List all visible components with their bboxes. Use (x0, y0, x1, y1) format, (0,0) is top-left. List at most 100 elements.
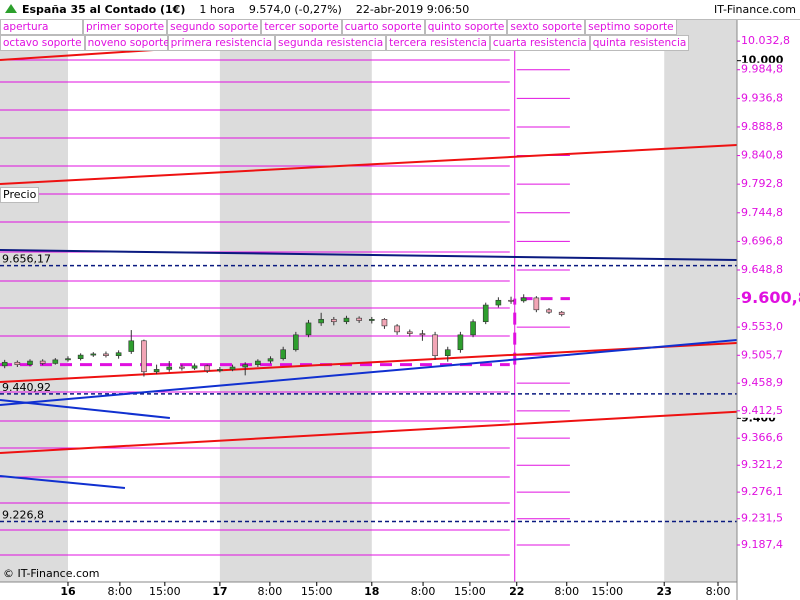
level-label-bg (739, 91, 799, 106)
level-label: 9.458,9 (741, 376, 783, 389)
level-label: 9.648,8 (741, 263, 783, 276)
x-tick-label: 18 (364, 585, 379, 598)
brand: IT-Finance.com (714, 3, 796, 16)
candle-body (65, 358, 71, 361)
level-label: 9.505,7 (741, 348, 783, 361)
level-label: 9.553,0 (741, 320, 783, 333)
level-label-bg (739, 262, 799, 277)
legend-entry: segunda resistencia (275, 35, 387, 51)
marked-level-label: 9.440,92 (2, 381, 51, 394)
level-label-bg (739, 177, 799, 192)
legend-entry: quinto soporte (424, 19, 508, 35)
candle-body (267, 358, 274, 362)
last-price: 9.574,0 (-0,27%) (248, 3, 342, 16)
candle-body (318, 319, 324, 324)
legend: apertura primer soporte segundo soporte ter… (0, 19, 737, 51)
legend-entry: octavo soporte (0, 35, 85, 51)
x-tick-label: 8:00 (258, 585, 283, 598)
candle-body (229, 366, 236, 370)
legend-entry: tercera resistencia (386, 35, 490, 51)
trend-line (0, 248, 737, 261)
level-label-bg (739, 119, 799, 134)
legend-entry: cuarta resistencia (489, 35, 590, 51)
level-label: 9.366,6 (741, 431, 783, 444)
candle-body (204, 365, 211, 371)
x-tick-label: 23 (657, 585, 672, 598)
x-tick-label: 8:00 (706, 585, 731, 598)
candle-body (39, 360, 46, 364)
price-legend: Precio (0, 187, 40, 203)
day-shade (0, 0, 68, 582)
candle-body (128, 340, 135, 352)
candle-body (179, 366, 185, 369)
candle-body (153, 369, 160, 373)
level-label-bg (739, 403, 799, 418)
trend-line (0, 474, 126, 490)
level-label-bg (739, 288, 799, 309)
level-label: 9.276,1 (741, 485, 783, 498)
x-tick-label: 22 (509, 585, 524, 598)
candle-body (141, 340, 147, 373)
candle-body (444, 349, 451, 356)
x-tick-label: 8:00 (411, 585, 436, 598)
level-label-bg (739, 34, 799, 49)
candle-body (1, 361, 8, 367)
candle-body (343, 317, 350, 323)
level-label-bg (739, 537, 799, 552)
level-label: 9.321,2 (741, 458, 783, 471)
candle-body (482, 304, 489, 323)
copyright: © IT-Finance.com (3, 567, 100, 580)
candle-body (77, 354, 84, 359)
marked-level-label: 9.226,8 (2, 509, 44, 522)
legend-entry: primer soporte (83, 19, 168, 35)
x-tick-label: 8:00 (554, 585, 579, 598)
x-tick-label: 15:00 (454, 585, 486, 598)
trend-line (0, 144, 737, 185)
x-axis-area (0, 582, 737, 600)
level-label: 9.984,8 (741, 63, 783, 76)
candle-body (406, 331, 413, 334)
candle-body (191, 365, 198, 369)
candle-body (419, 333, 426, 336)
x-tick-label: 15:00 (591, 585, 623, 598)
level-label-bg (739, 511, 799, 526)
x-tick-label: 15:00 (301, 585, 333, 598)
level-label-bg (739, 431, 799, 446)
day-shade (664, 0, 737, 582)
candle-body (470, 321, 476, 336)
level-label: 10.032,8 (741, 34, 790, 47)
candle-body (520, 297, 527, 302)
trend-line (0, 342, 737, 383)
level-label-bg (739, 458, 799, 473)
candle-body (432, 334, 438, 356)
legend-entry: sexto soporte (507, 19, 586, 35)
candle-body (280, 349, 286, 359)
up-icon (5, 3, 17, 13)
level-label: 9.600,8 (741, 288, 800, 307)
candle-body (558, 311, 565, 315)
candle-body (546, 309, 552, 313)
level-label-bg (739, 348, 799, 363)
level-label: 9.840,8 (741, 149, 783, 162)
level-label-bg (739, 320, 799, 335)
level-label: 9.696,8 (741, 234, 783, 247)
level-label: 9.888,8 (741, 120, 783, 133)
level-label-bg (739, 376, 799, 391)
day-shade (219, 0, 372, 582)
legend-entry: septimo soporte (585, 19, 677, 35)
trend-line (0, 338, 737, 406)
level-label: 9.792,8 (741, 177, 783, 190)
x-tick-label: 8:00 (108, 585, 133, 598)
x-tick-label: 15:00 (149, 585, 181, 598)
x-tick-label: 17 (212, 585, 227, 598)
interval: 1 hora (199, 3, 235, 16)
level-label: 9.231,5 (741, 512, 783, 525)
marked-level-label: 9.656,17 (2, 253, 51, 266)
candle-body (14, 361, 21, 365)
level-label-bg (739, 205, 799, 220)
candle-body (457, 334, 464, 351)
candle-body (368, 319, 375, 321)
candle-body (394, 325, 400, 333)
